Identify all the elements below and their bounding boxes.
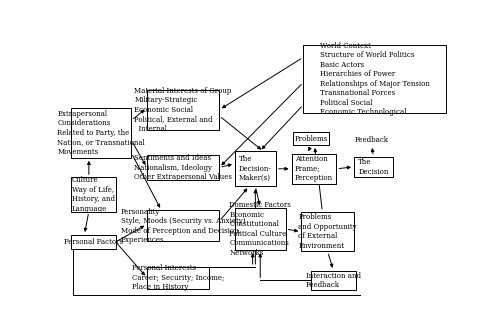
Text: Interaction and
Feedback: Interaction and Feedback — [306, 272, 361, 289]
Bar — [147, 210, 219, 241]
Text: Attention
Frame;
Perception: Attention Frame; Perception — [295, 155, 333, 182]
Bar — [293, 132, 329, 145]
Bar — [71, 108, 132, 158]
Bar — [71, 177, 116, 212]
Bar — [354, 157, 393, 177]
Text: Extrapersonal
Considerations
Related to Party, the
Nation, or Transnational
Move: Extrapersonal Considerations Related to … — [57, 110, 145, 156]
Text: Personal Interests
Career; Security; Income;
Place in History: Personal Interests Career; Security; Inc… — [132, 264, 224, 291]
Text: The
Decision-
Maker(s): The Decision- Maker(s) — [239, 155, 272, 182]
Bar — [147, 155, 219, 180]
Bar — [235, 208, 286, 250]
Text: Material Interests of Group
Military-Strategic
Economic Social
Political, Extern: Material Interests of Group Military-Str… — [135, 87, 232, 133]
Text: Culture
Way of Life,
History, and
Language: Culture Way of Life, History, and Langua… — [72, 176, 115, 213]
Text: Problems: Problems — [294, 135, 328, 143]
Bar — [311, 271, 356, 290]
Text: Personal Factors: Personal Factors — [64, 238, 123, 246]
Text: Sentiments and Ideas
Nationalism, Ideology
Other Extrapersonal Values: Sentiments and Ideas Nationalism, Ideolo… — [134, 154, 232, 181]
Text: Domestic Factors
Economic
Constitutional
Political Culture
Communications
Networ: Domestic Factors Economic Constitutional… — [229, 201, 291, 257]
Bar — [291, 154, 336, 183]
Bar — [235, 152, 276, 186]
Text: The
Decision: The Decision — [358, 158, 389, 175]
Text: World Context
Structure of World Politics
Basic Actors
Hierarchies of Power
Rela: World Context Structure of World Politic… — [320, 42, 429, 116]
Text: Problems
and Opportunity
of External
Environment: Problems and Opportunity of External Env… — [298, 213, 357, 250]
Bar — [301, 212, 354, 251]
Bar — [303, 45, 446, 113]
Text: Feedback: Feedback — [355, 136, 389, 144]
Bar — [147, 90, 219, 130]
Bar — [147, 267, 210, 289]
Bar — [71, 235, 116, 249]
Text: Personality
Style, Moods (Security vs. Anxiety)
Mode of Perception and Decision,: Personality Style, Moods (Security vs. A… — [121, 207, 245, 244]
